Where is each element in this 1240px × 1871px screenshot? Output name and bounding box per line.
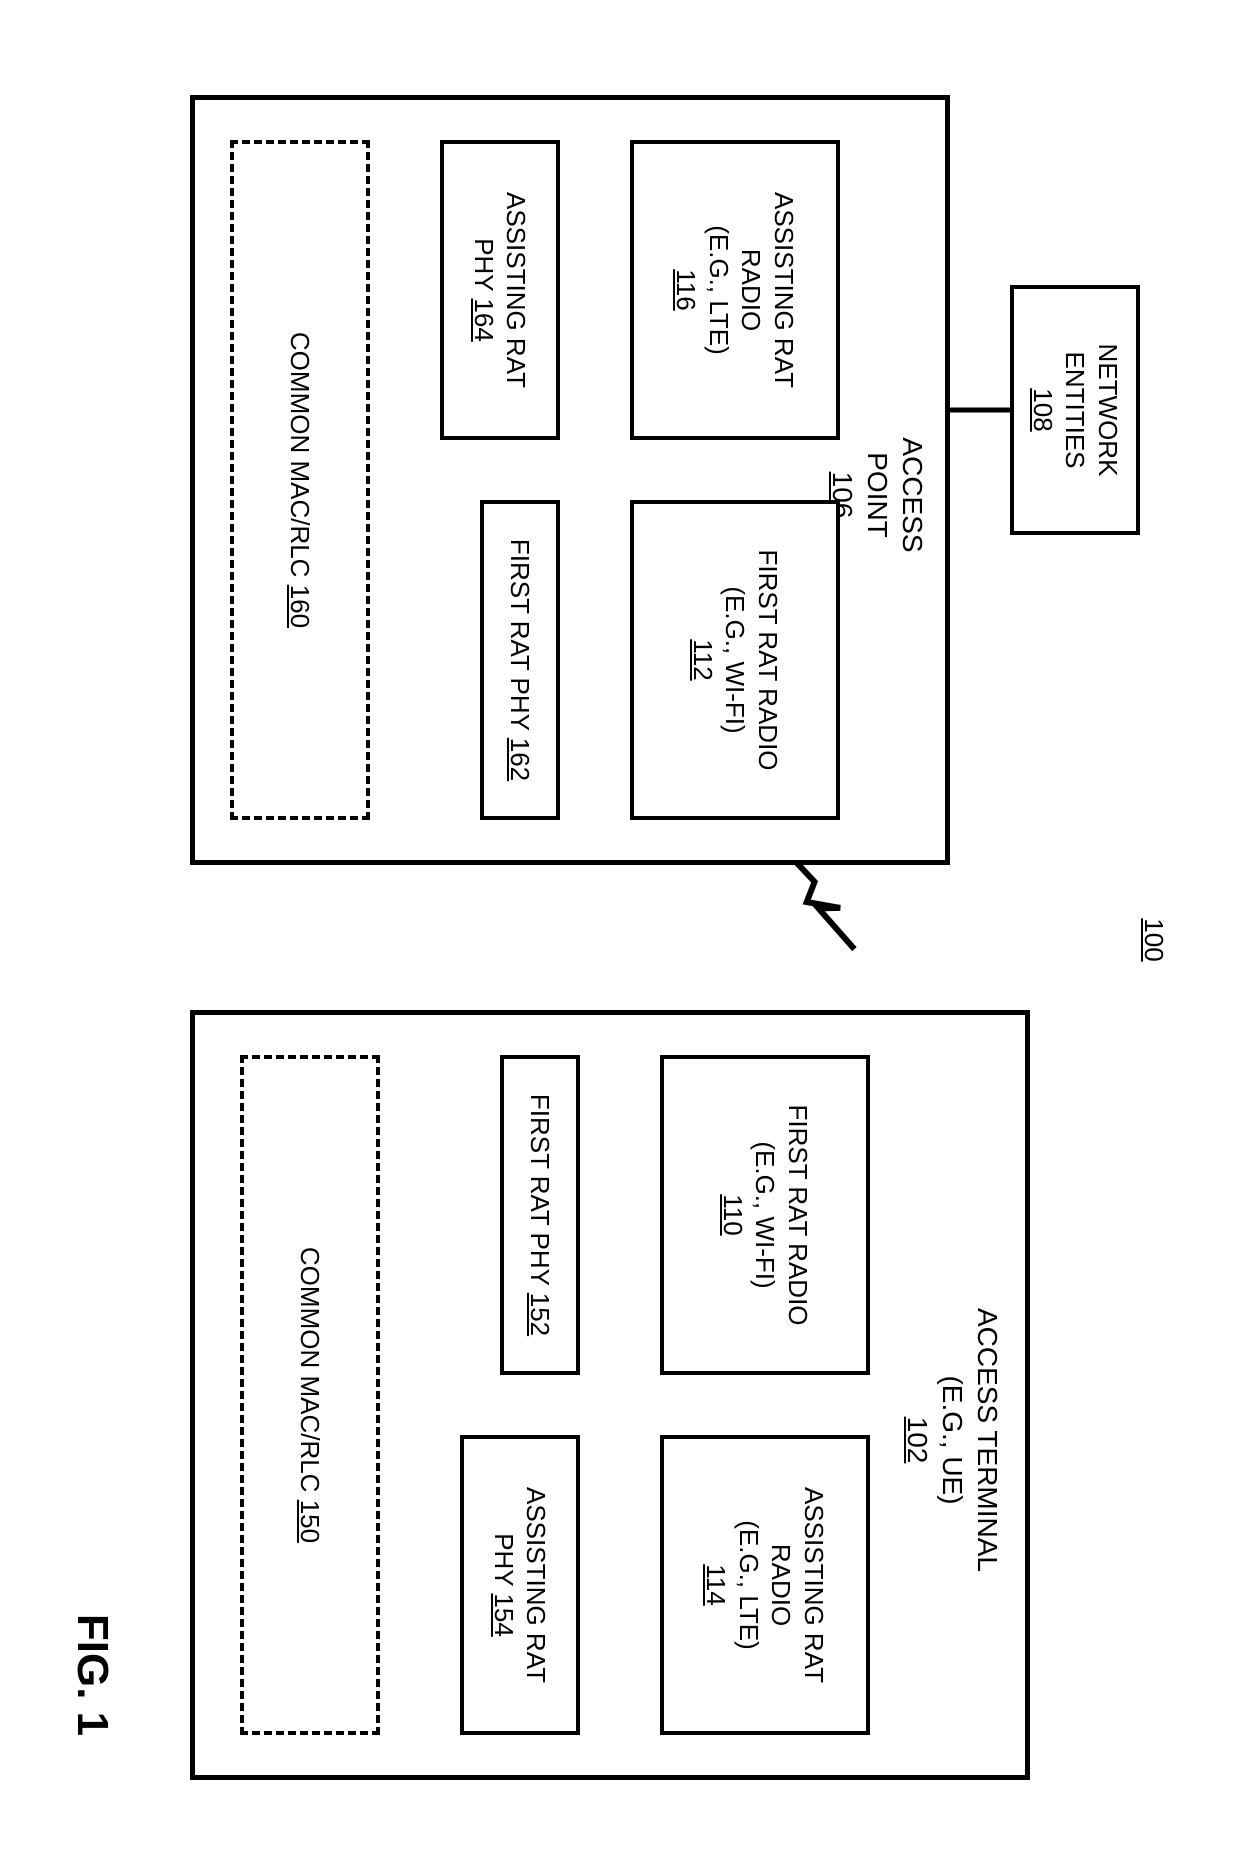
ap-first-rat-radio: FIRST RAT RADIO(E.G., WI-FI)112 [630, 500, 840, 820]
figure-caption: FIG. 1 [60, 1550, 120, 1800]
wireless-link-icon [786, 851, 855, 949]
at-first-rat-radio: FIRST RAT RADIO(E.G., WI-FI)110 [660, 1055, 870, 1375]
ap-common-mac-rlc: COMMON MAC/RLC 160 [230, 140, 370, 820]
ap-assisting-rat-phy: ASSISTING RATPHY 164 [440, 140, 560, 440]
at-assisting-rat-phy: ASSISTING RATPHY 154 [460, 1435, 580, 1735]
at-assisting-rat-radio: ASSISTING RATRADIO(E.G., LTE)114 [660, 1435, 870, 1735]
access-point-title: ACCESS POINT106 [860, 395, 930, 595]
ap-assisting-rat-radio: ASSISTING RATRADIO(E.G., LTE)116 [630, 140, 840, 440]
ap-first-rat-phy: FIRST RAT PHY 162 [480, 500, 560, 820]
figure-ref: 100 [1140, 900, 1170, 980]
at-first-rat-phy: FIRST RAT PHY 152 [500, 1055, 580, 1375]
at-common-mac-rlc: COMMON MAC/RLC 150 [240, 1055, 380, 1735]
access-terminal-title: ACCESS TERMINAL(E.G., UE)102 [905, 1290, 1005, 1590]
network-entities-box: NETWORKENTITIES108 [1010, 285, 1140, 535]
